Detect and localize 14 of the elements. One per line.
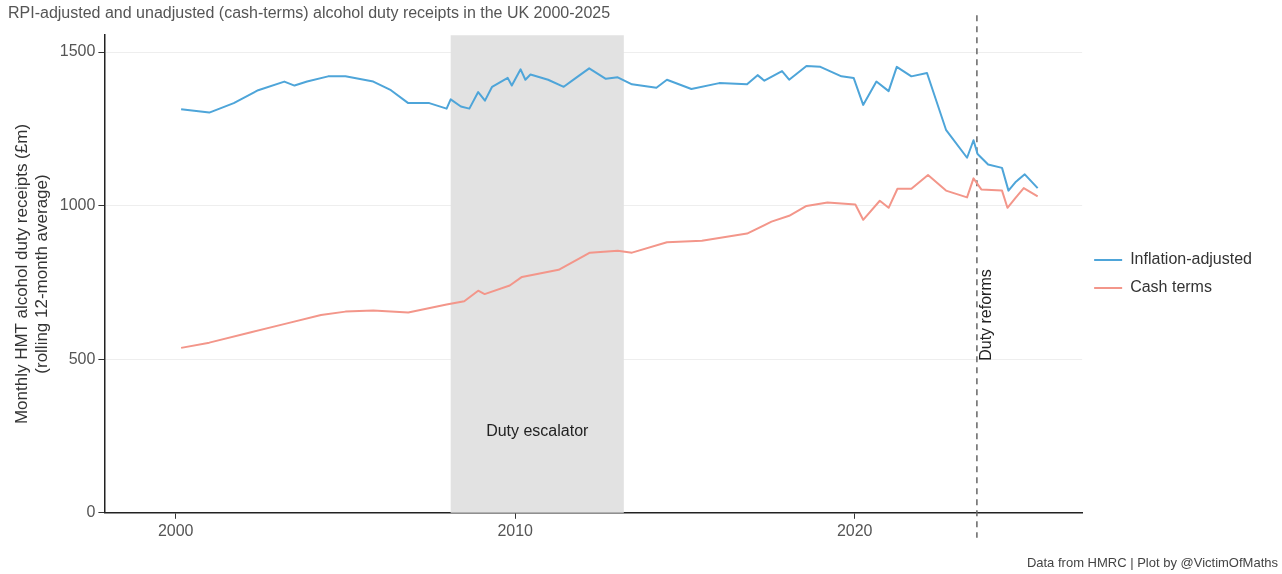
text: Data from HMRC | Plot by @VictimOfMaths [1026, 555, 1279, 571]
y-tick-label: 1000 [59, 196, 96, 214]
legend-label: Inflation-adjusted [1130, 250, 1252, 268]
legend-label: Cash terms [1130, 278, 1212, 296]
y-tick-label: 0 [86, 503, 96, 521]
x-tick-label: 2000 [157, 521, 194, 539]
y-tick-label: 500 [68, 349, 96, 367]
chart-title: RPI-adjusted and unadjusted (cash-terms) alcohol duty receipts in the UK 2000-2025 [8, 4, 611, 22]
band-label: Duty escalator [486, 422, 590, 440]
x-tick-label: 2020 [836, 521, 873, 539]
ref-line-label: Duty reforms [977, 269, 995, 361]
y-axis-title: Monthly HMT alcohol duty receipts (£m) (rolling 12-month average) [11, 123, 52, 425]
y-tick-label: 1500 [59, 42, 96, 60]
x-tick-label: 2010 [497, 521, 534, 539]
